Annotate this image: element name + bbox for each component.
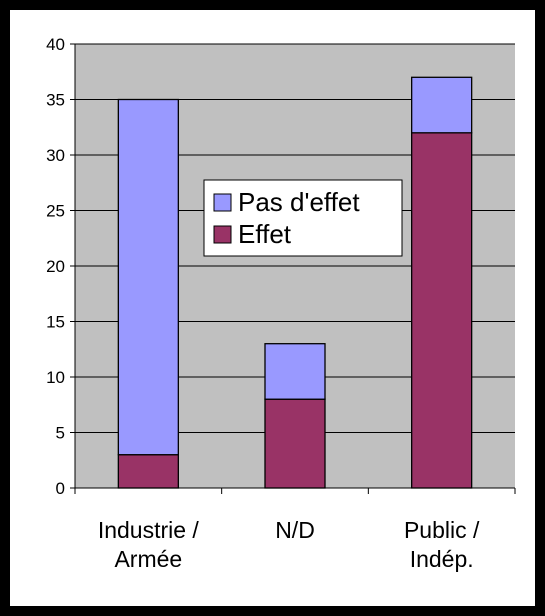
y-tick-label: 25: [46, 202, 65, 221]
y-tick-label: 10: [46, 368, 65, 387]
bar-pas-d-effet: [411, 76, 473, 134]
bar-pas-d-effet: [264, 343, 326, 400]
bar-effet: [117, 454, 179, 489]
bar-pas-d-effet: [117, 98, 179, 456]
x-category-label: Armée: [114, 546, 182, 572]
x-category-label: N/D: [275, 517, 315, 543]
stacked-bar-chart: 0 5 10 15 20 25 30 35 40 Industrie / Armée N/D Publi…: [46, 35, 516, 572]
x-category-label: Indép.: [410, 546, 474, 572]
y-tick-label: 40: [46, 35, 65, 54]
y-tick-label: 0: [56, 479, 65, 498]
legend-label-effet: Effet: [238, 219, 292, 249]
bar-effet: [411, 132, 473, 489]
y-tick-label: 30: [46, 146, 65, 165]
x-category-label: Industrie /: [98, 517, 200, 543]
y-tick-label: 5: [56, 424, 65, 443]
y-tick-label: 35: [46, 91, 65, 110]
x-category-label: Public /: [404, 517, 480, 543]
y-tick-label: 15: [46, 313, 65, 332]
legend-swatch-effet: [213, 225, 232, 244]
y-tick-label: 20: [46, 257, 65, 276]
legend-label-pas-d-effet: Pas d'effet: [238, 187, 360, 217]
chart-frame: 0 5 10 15 20 25 30 35 40 Industrie / Armée N/D Publi…: [10, 10, 535, 606]
bar-effet: [264, 398, 326, 489]
legend-swatch-pas-d-effet: [213, 193, 232, 212]
legend-box: [203, 179, 403, 257]
